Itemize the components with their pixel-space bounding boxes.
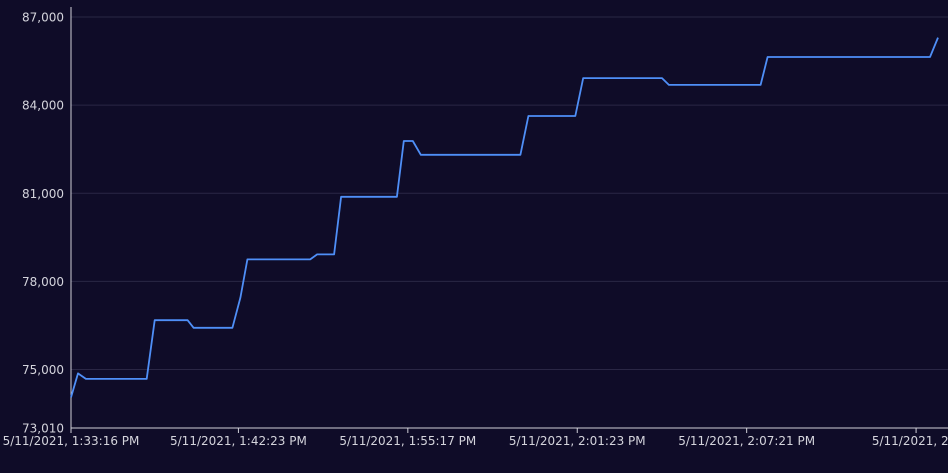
x-tick-label: 5/11/2021, 2:1 [872, 434, 948, 448]
x-tick-label: 5/11/2021, 1:33:16 PM [3, 434, 140, 448]
x-tick-label: 5/11/2021, 1:55:17 PM [339, 434, 476, 448]
y-tick-label: 78,000 [22, 275, 64, 289]
gridlines [71, 16, 948, 371]
x-tick-label: 5/11/2021, 2:01:23 PM [509, 434, 646, 448]
y-tick-label: 81,000 [22, 187, 64, 201]
series [70, 37, 939, 398]
x-tick-label: 5/11/2021, 2:07:21 PM [678, 434, 815, 448]
y-tick-label: 75,000 [22, 363, 64, 377]
y-tick-label: 84,000 [22, 99, 64, 113]
axes [70, 7, 948, 433]
series-line [70, 37, 939, 398]
tick-labels: 73,010 75,000 78,000 81,000 84,000 87,000 5/11… [3, 11, 948, 449]
x-tick-label: 5/11/2021, 1:42:23 PM [170, 434, 307, 448]
y-tick-label: 73,010 [22, 422, 64, 436]
y-tick-label: 87,000 [22, 11, 64, 25]
